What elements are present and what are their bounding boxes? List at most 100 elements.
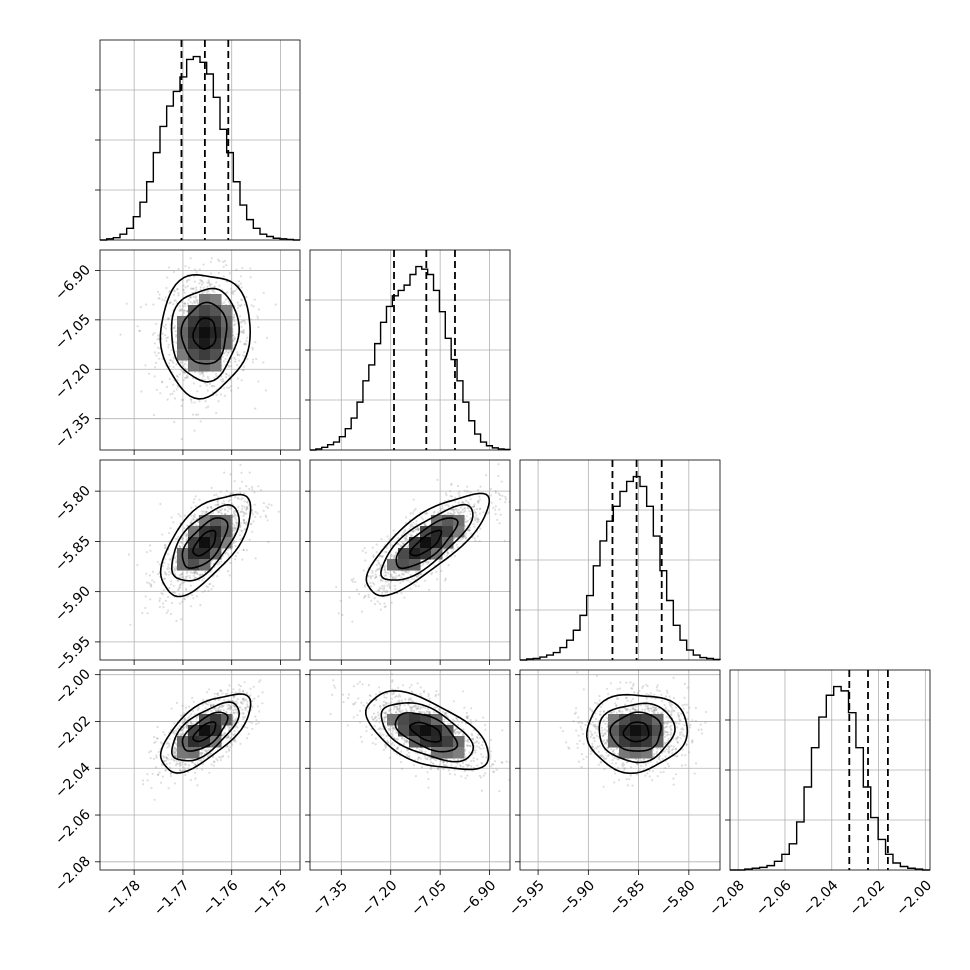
sample-point (233, 336, 236, 339)
sample-point (373, 597, 376, 600)
sample-point (210, 560, 213, 563)
sample-point (383, 568, 386, 572)
density-cell (387, 559, 399, 571)
density-cell (210, 294, 222, 306)
sample-point (239, 275, 242, 278)
sample-point (218, 562, 221, 565)
sample-point (244, 342, 247, 345)
sample-point (438, 707, 441, 710)
sample-point (174, 729, 178, 732)
sample-point (243, 303, 246, 306)
sample-point (227, 703, 230, 707)
sample-point (230, 389, 233, 392)
sample-point (217, 510, 220, 514)
sample-point (163, 561, 166, 564)
sample-point (202, 763, 205, 766)
sample-point (175, 565, 178, 568)
sample-point (447, 511, 450, 515)
sample-point (183, 371, 186, 374)
sample-point (232, 709, 235, 712)
sample-point (159, 392, 162, 395)
sample-point (185, 587, 188, 590)
sample-point (198, 373, 202, 376)
sample-point (436, 578, 439, 581)
sample-point (228, 708, 231, 711)
sample-point (245, 692, 249, 695)
sample-point (178, 586, 181, 590)
sample-point (210, 588, 213, 591)
sample-point (175, 288, 179, 291)
density-cell (221, 537, 233, 549)
sample-point (222, 380, 225, 383)
sample-point (393, 744, 396, 747)
sample-point (383, 606, 386, 609)
sample-point (208, 771, 211, 774)
sample-point (186, 524, 189, 527)
sample-point (141, 783, 145, 786)
sample-point (453, 773, 457, 776)
sample-point (457, 732, 460, 735)
sample-point (243, 513, 246, 516)
sample-point (473, 503, 476, 506)
sample-point (416, 707, 420, 710)
sample-point (236, 497, 239, 500)
sample-point (155, 322, 158, 325)
sample-point (153, 331, 156, 335)
sample-point (225, 750, 228, 754)
sample-point (371, 571, 374, 574)
sample-point (177, 762, 180, 765)
density-cell (199, 515, 211, 527)
sample-point (205, 510, 208, 513)
sample-point (266, 519, 269, 522)
sample-point (476, 764, 479, 767)
density-cell (420, 526, 432, 538)
sample-point (158, 597, 162, 600)
sample-point (204, 382, 207, 385)
contour-line (192, 317, 217, 350)
sample-point (189, 584, 192, 587)
sample-point (177, 385, 180, 388)
sample-point (196, 390, 199, 393)
sample-point (392, 570, 395, 574)
sample-point (239, 304, 242, 308)
sample-point (248, 471, 251, 474)
density-cell (221, 338, 233, 350)
sample-point (212, 764, 215, 767)
sample-point (237, 683, 240, 686)
sample-point (230, 287, 233, 290)
sample-point (245, 549, 248, 552)
sample-point (457, 723, 460, 727)
sample-point (240, 510, 243, 513)
sample-point (145, 303, 148, 306)
sample-point (168, 266, 171, 269)
sample-point (191, 593, 194, 597)
sample-point (383, 587, 386, 590)
sample-point (352, 703, 355, 706)
sample-point (393, 554, 397, 558)
sample-point (395, 551, 398, 554)
sample-point (476, 500, 479, 503)
sample-point (489, 738, 492, 742)
sample-point (234, 691, 237, 694)
sample-point (219, 378, 223, 381)
sample-point (403, 536, 406, 540)
histogram-step (730, 685, 930, 871)
sample-point (165, 339, 168, 343)
sample-point (199, 384, 202, 388)
sample-point (468, 751, 471, 754)
sample-point (222, 704, 225, 707)
sample-point (402, 531, 405, 534)
sample-point (186, 374, 189, 377)
sample-point (206, 506, 209, 509)
sample-point (192, 597, 195, 600)
sample-point (181, 704, 184, 707)
sample-point (380, 538, 383, 541)
sample-point (486, 512, 489, 515)
sample-point (386, 535, 389, 538)
sample-point (242, 548, 245, 552)
sample-point (421, 563, 425, 566)
sample-point (391, 577, 394, 580)
sample-point (246, 705, 249, 708)
sample-point (189, 576, 192, 579)
sample-point (228, 272, 231, 275)
